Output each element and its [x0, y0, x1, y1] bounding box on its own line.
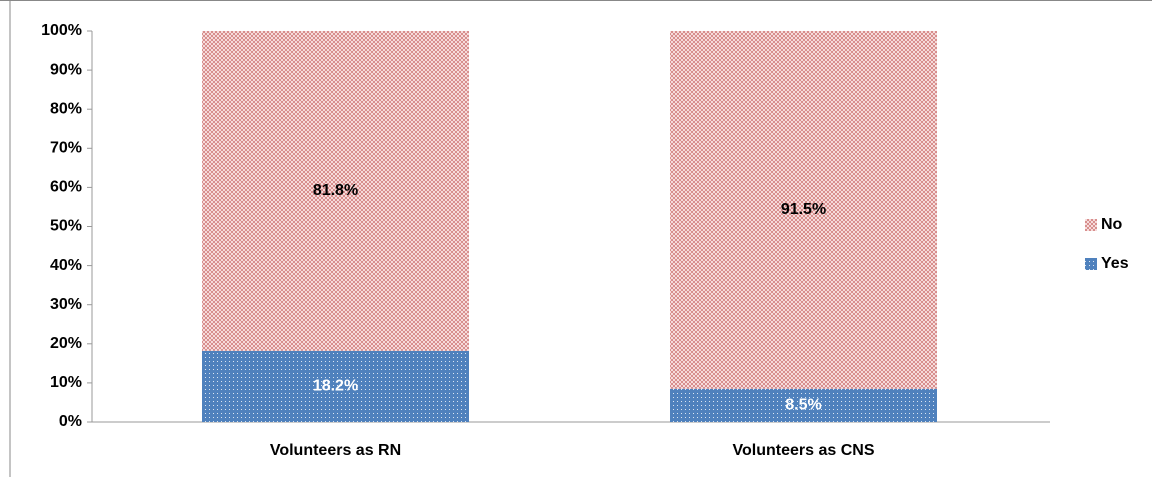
- x-tick-label: Volunteers as RN: [270, 442, 401, 459]
- bar-segment: [670, 31, 937, 389]
- y-tick-label: 100%: [41, 22, 82, 39]
- legend-swatch: [1085, 219, 1097, 231]
- y-tick-label: 30%: [50, 296, 82, 313]
- y-tick-label: 10%: [50, 374, 82, 391]
- y-tick-label: 80%: [50, 100, 82, 117]
- y-tick-label: 90%: [50, 61, 82, 78]
- y-tick-label: 60%: [50, 179, 82, 196]
- data-label: 81.8%: [313, 182, 358, 199]
- y-tick-label: 0%: [59, 413, 82, 430]
- bar-segment: [670, 388, 937, 422]
- legend-swatch: [1085, 258, 1097, 270]
- data-label: 18.2%: [313, 378, 358, 395]
- legend-label: No: [1101, 216, 1123, 233]
- y-tick-label: 70%: [50, 140, 82, 157]
- y-tick-label: 20%: [50, 335, 82, 352]
- legend-label: Yes: [1101, 255, 1129, 272]
- bar-segment: [202, 350, 469, 422]
- data-label: 91.5%: [781, 201, 826, 218]
- data-label: 8.5%: [785, 397, 821, 414]
- bar-segment: [202, 31, 469, 351]
- y-tick-label: 40%: [50, 257, 82, 274]
- x-tick-label: Volunteers as CNS: [733, 442, 875, 459]
- y-tick-label: 50%: [50, 218, 82, 235]
